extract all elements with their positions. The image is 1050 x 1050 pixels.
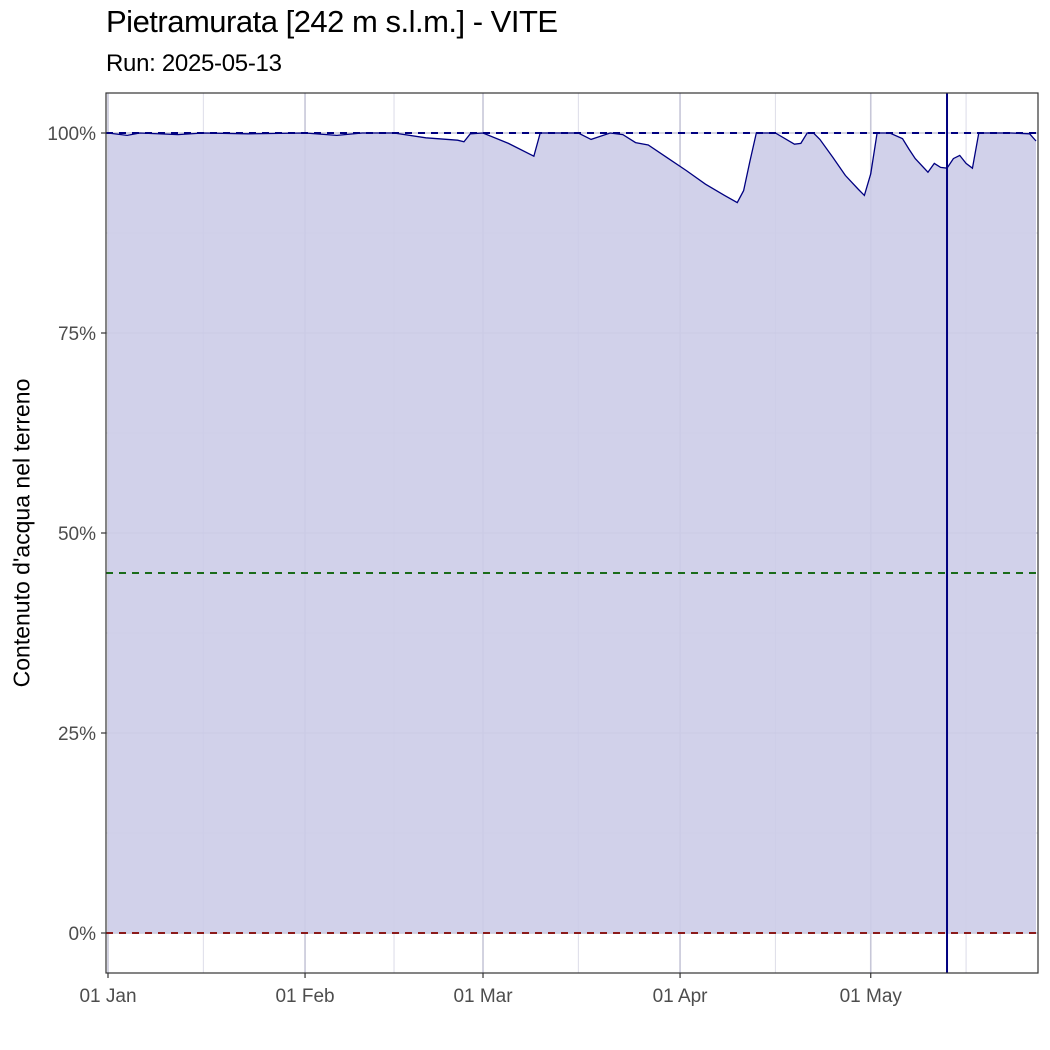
chart-subtitle: Run: 2025-05-13 <box>106 50 282 77</box>
y-axis: 0% 25% 50% 75% 100% <box>47 124 106 945</box>
x-axis: 01 Jan 01 Feb 01 Mar 01 Apr 01 May <box>79 973 902 1007</box>
x-tick-label: 01 May <box>840 986 903 1007</box>
x-tick-label: 01 Feb <box>275 986 334 1007</box>
x-tick-label: 01 Mar <box>453 986 513 1007</box>
soil-water-area <box>108 133 1036 933</box>
y-tick-label: 0% <box>69 924 97 945</box>
x-tick-label: 01 Apr <box>653 986 709 1007</box>
y-tick-label: 75% <box>58 324 96 345</box>
y-tick-label: 100% <box>47 124 96 145</box>
x-tick-label: 01 Jan <box>79 986 136 1007</box>
y-tick-label: 25% <box>58 724 96 745</box>
chart-title: Pietramurata [242 m s.l.m.] - VITE <box>106 4 558 39</box>
y-tick-label: 50% <box>58 524 96 545</box>
